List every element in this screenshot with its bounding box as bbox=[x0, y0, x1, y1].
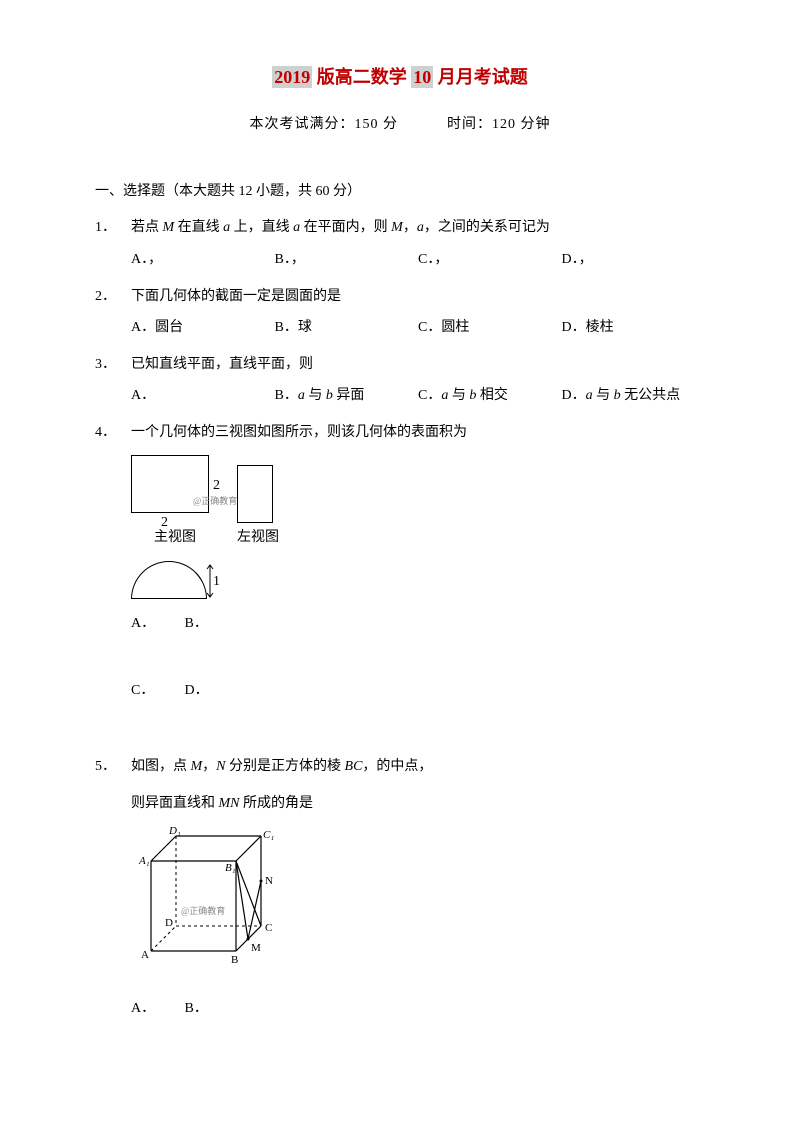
q4-opt-d: D． bbox=[185, 678, 235, 705]
page-title: 2019 版高二数学 10 月月考试题 bbox=[95, 60, 705, 94]
left-view-caption: 左视图 bbox=[237, 525, 279, 552]
q1-opt-b: B．， bbox=[275, 247, 419, 274]
q2-opt-d: D．棱柱 bbox=[562, 315, 706, 342]
q5-opt-b: B． bbox=[185, 996, 235, 1023]
svg-text:@正确教育: @正确教育 bbox=[181, 905, 225, 916]
q3-opt-b: B．a 与 b 异面 bbox=[275, 383, 419, 410]
watermark: @正确教育 bbox=[193, 493, 237, 510]
exam-info: 本次考试满分：150 分 时间：120 分钟 bbox=[95, 112, 705, 139]
q4-num: 4． bbox=[95, 420, 131, 447]
svg-text:N: N bbox=[265, 875, 273, 887]
question-2: 2． 下面几何体的截面一定是圆面的是 A．圆台 B．球 C．圆柱 D．棱柱 bbox=[95, 284, 705, 342]
q5-opt-a: A． bbox=[131, 996, 181, 1023]
cube-diagram: D₁ C₁ A₁ B₁ A B C D M N @正确教育 bbox=[131, 826, 301, 976]
q2-opt-b: B．球 bbox=[275, 315, 419, 342]
q2-opt-a: A．圆台 bbox=[131, 315, 275, 342]
q3-opt-c: C．a 与 b 相交 bbox=[418, 383, 562, 410]
svg-text:A₁: A₁ bbox=[138, 855, 150, 867]
q5-num: 5． bbox=[95, 754, 131, 781]
q1-opt-c: C．， bbox=[418, 247, 562, 274]
q2-num: 2． bbox=[95, 284, 131, 311]
q5-text2: 则异面直线和 MN 所成的角是 bbox=[131, 791, 705, 818]
q1-opt-d: D．， bbox=[562, 247, 706, 274]
q5-cube-figure: D₁ C₁ A₁ B₁ A B C D M N @正确教育 bbox=[131, 826, 705, 987]
title-part1: 2019 bbox=[272, 66, 312, 88]
svg-text:C: C bbox=[265, 922, 272, 934]
left-view: 左视图 bbox=[237, 465, 279, 552]
q1-opt-a: A．， bbox=[131, 247, 275, 274]
svg-text:A: A bbox=[141, 949, 149, 961]
q4-opt-b: B． bbox=[185, 611, 235, 638]
title-part2: 版高二数学 bbox=[312, 67, 411, 87]
q2-text: 下面几何体的截面一定是圆面的是 bbox=[131, 284, 705, 311]
full-score: 本次考试满分：150 分 bbox=[250, 117, 399, 132]
q3-text: 已知直线平面，直线平面，则 bbox=[131, 352, 705, 379]
question-3: 3． 已知直线平面，直线平面，则 A． B．a 与 b 异面 C．a 与 b 相… bbox=[95, 352, 705, 410]
q1-text: 若点 M 在直线 a 上，直线 a 在平面内，则 M，a，之间的关系可记为 bbox=[131, 215, 705, 242]
q4-opt-a: A． bbox=[131, 611, 181, 638]
q4-text: 一个几何体的三视图如图所示，则该几何体的表面积为 bbox=[131, 420, 705, 447]
question-5: 5． 如图，点 M，N 分别是正方体的棱 BC，的中点， 则异面直线和 MN 所… bbox=[95, 754, 705, 1022]
svg-text:M: M bbox=[251, 942, 261, 954]
main-view-caption: 主视图 bbox=[131, 525, 219, 552]
time-limit: 时间：120 分钟 bbox=[447, 117, 551, 132]
q4-figure: 2 2 @正确教育 主视图 左视图 1 bbox=[131, 455, 705, 602]
title-part4: 月月考试题 bbox=[433, 67, 528, 87]
main-view: 2 2 @正确教育 主视图 bbox=[131, 455, 219, 552]
svg-text:C₁: C₁ bbox=[263, 829, 274, 841]
top-view: 1 bbox=[131, 561, 231, 601]
q5-text: 如图，点 M，N 分别是正方体的棱 BC，的中点， bbox=[131, 754, 705, 781]
svg-text:D₁: D₁ bbox=[168, 826, 181, 837]
q3-num: 3． bbox=[95, 352, 131, 379]
q3-opt-a: A． bbox=[131, 383, 275, 410]
q4-opt-c: C． bbox=[131, 678, 181, 705]
svg-text:B₁: B₁ bbox=[225, 862, 236, 874]
section-1-header: 一、选择题（本大题共 12 小题，共 60 分） bbox=[95, 179, 705, 206]
q2-opt-c: C．圆柱 bbox=[418, 315, 562, 342]
svg-text:B: B bbox=[231, 954, 238, 966]
question-4: 4． 一个几何体的三视图如图所示，则该几何体的表面积为 2 2 @正确教育 主视… bbox=[95, 420, 705, 704]
q1-num: 1． bbox=[95, 215, 131, 242]
question-1: 1． 若点 M 在直线 a 上，直线 a 在平面内，则 M，a，之间的关系可记为… bbox=[95, 215, 705, 273]
svg-text:D: D bbox=[165, 917, 173, 929]
title-part3: 10 bbox=[411, 66, 433, 88]
q3-opt-d: D．a 与 b 无公共点 bbox=[562, 383, 706, 410]
